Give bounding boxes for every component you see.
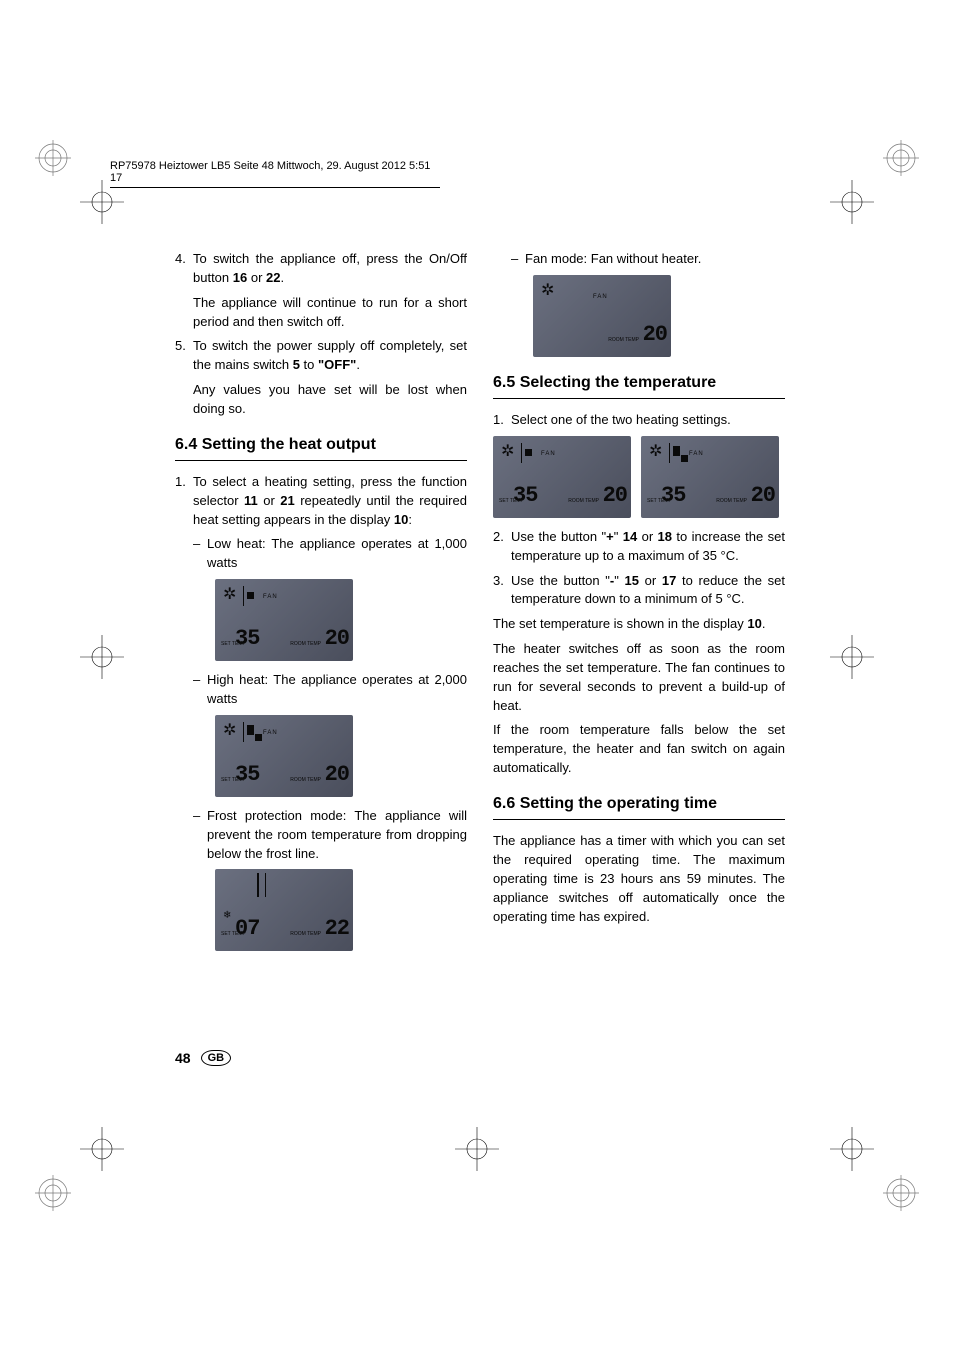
reg-mark-top-left: [35, 140, 71, 176]
room-temp-value: 20: [751, 480, 775, 512]
dash-fan-mode: –Fan mode: Fan without heater.: [511, 250, 785, 269]
fan-label: FAN: [689, 450, 704, 459]
reg-mark-bottom-left: [35, 1175, 71, 1211]
reg-mark-bottom-right: [883, 1175, 919, 1211]
display-pair: ✲ FAN SET TEMP 35 ROOM TEMP 20 ✲ FAN SET…: [493, 436, 785, 518]
running-header: RP75978 Heiztower LB5 Seite 48 Mittwoch,…: [110, 160, 440, 188]
temp-step-1-body: Select one of the two heating settings.: [511, 411, 785, 430]
dash-high-heat: –High heat: The appliance operates at 2,…: [193, 671, 467, 709]
dash-low-heat: –Low heat: The appliance operates at 1,0…: [193, 535, 467, 573]
temp-step-2-body: Use the button "+" 14 or 18 to increase …: [511, 528, 785, 566]
temp-step-2: 2. Use the button "+" 14 or 18 to increa…: [493, 528, 785, 566]
heat-level-icon: [243, 722, 262, 742]
left-column: 4. To switch the appliance off, press th…: [175, 250, 467, 961]
room-temp-value: 20: [603, 480, 627, 512]
set-temp-value: 35: [661, 480, 685, 512]
page-footer: 48 GB: [175, 1050, 231, 1066]
fan-label: FAN: [263, 593, 278, 602]
room-temp-value: 20: [325, 623, 349, 655]
fan-icon: ✲: [541, 283, 554, 299]
fan-icon: ✲: [223, 723, 236, 739]
temp-step-3-num: 3.: [493, 572, 511, 610]
dash-frost: –Frost protection mode: The appliance wi…: [193, 807, 467, 864]
snowflake-icon: ❄: [223, 909, 231, 924]
heat-level-icon: [243, 586, 255, 606]
heat-step-1: 1. To select a heating setting, press th…: [175, 473, 467, 530]
room-temp-label: ROOM TEMP: [568, 499, 599, 504]
temp-para-2: The heater switches off as soon as the r…: [493, 640, 785, 715]
step-4-num: 4.: [175, 250, 193, 288]
crop-mark-bl: [80, 1127, 124, 1171]
display-pair-b: ✲ FAN SET TEMP 35 ROOM TEMP 20: [641, 436, 779, 518]
heat-step-1-body: To select a heating setting, press the f…: [193, 473, 467, 530]
temp-step-1: 1. Select one of the two heating setting…: [493, 411, 785, 430]
language-badge: GB: [201, 1050, 232, 1066]
frost-lines-icon: [257, 873, 272, 903]
fan-icon: ✲: [223, 587, 236, 603]
heading-6-6: 6.6 Setting the operating time: [493, 792, 785, 815]
room-temp-value: 20: [325, 759, 349, 791]
room-temp-label: ROOM TEMP: [716, 499, 747, 504]
display-pair-a: ✲ FAN SET TEMP 35 ROOM TEMP 20: [493, 436, 631, 518]
room-temp-value: 22: [325, 913, 349, 945]
heading-6-4: 6.4 Setting the heat output: [175, 433, 467, 456]
display-high-heat: ✲ FAN SET TEMP 35 ROOM TEMP 20: [215, 715, 353, 797]
room-temp-value: 20: [643, 319, 667, 351]
fan-label: FAN: [541, 450, 556, 459]
set-temp-value: 35: [513, 480, 537, 512]
display-low-heat: ✲ FAN SET TEMP 35 ROOM TEMP 20: [215, 579, 353, 661]
room-temp-label: ROOM TEMP: [290, 642, 321, 647]
temp-step-2-num: 2.: [493, 528, 511, 566]
fan-label: FAN: [263, 729, 278, 738]
display-fan-mode: ✲ FAN ROOM TEMP 20: [533, 275, 671, 357]
heat-level-icon: [669, 443, 688, 463]
step-4-note: The appliance will continue to run for a…: [193, 294, 467, 332]
step-5-body: To switch the power supply off completel…: [193, 337, 467, 375]
temp-para-1: The set temperature is shown in the disp…: [493, 615, 785, 634]
right-column: –Fan mode: Fan without heater. ✲ FAN ROO…: [493, 250, 785, 961]
crop-mark-mid-left: [80, 635, 124, 679]
temp-step-3-body: Use the button "-" 15 or 17 to reduce th…: [511, 572, 785, 610]
heat-level-icon: [521, 443, 533, 463]
room-temp-label: ROOM TEMP: [608, 338, 639, 343]
set-temp-value: 35: [235, 759, 259, 791]
display-frost: ❄ SET TEMP 07 ROOM TEMP 22: [215, 869, 353, 951]
temp-para-3: If the room temperature falls below the …: [493, 721, 785, 778]
step-5: 5. To switch the power supply off comple…: [175, 337, 467, 375]
heading-6-5: 6.5 Selecting the temperature: [493, 371, 785, 394]
heading-6-4-rule: [175, 460, 467, 461]
temp-step-1-num: 1.: [493, 411, 511, 430]
content-area: 4. To switch the appliance off, press th…: [175, 250, 785, 1030]
crop-mark-br: [830, 1127, 874, 1171]
reg-mark-top-right: [883, 140, 919, 176]
heat-step-1-num: 1.: [175, 473, 193, 530]
heading-6-5-rule: [493, 398, 785, 399]
crop-mark-tr: [830, 180, 874, 224]
set-temp-value: 35: [235, 623, 259, 655]
page-number: 48: [175, 1050, 191, 1066]
room-temp-label: ROOM TEMP: [290, 932, 321, 937]
crop-mark-mid-right: [830, 635, 874, 679]
timer-para: The appliance has a timer with which you…: [493, 832, 785, 926]
step-4-body: To switch the appliance off, press the O…: [193, 250, 467, 288]
step-5-num: 5.: [175, 337, 193, 375]
temp-step-3: 3. Use the button "-" 15 or 17 to reduce…: [493, 572, 785, 610]
fan-icon: ✲: [501, 444, 514, 460]
step-4: 4. To switch the appliance off, press th…: [175, 250, 467, 288]
fan-icon: ✲: [649, 444, 662, 460]
step-5-note: Any values you have set will be lost whe…: [193, 381, 467, 419]
crop-mark-mid-bottom: [455, 1127, 499, 1171]
set-temp-value: 07: [235, 913, 259, 945]
heading-6-6-rule: [493, 819, 785, 820]
fan-label: FAN: [593, 293, 608, 302]
room-temp-label: ROOM TEMP: [290, 778, 321, 783]
